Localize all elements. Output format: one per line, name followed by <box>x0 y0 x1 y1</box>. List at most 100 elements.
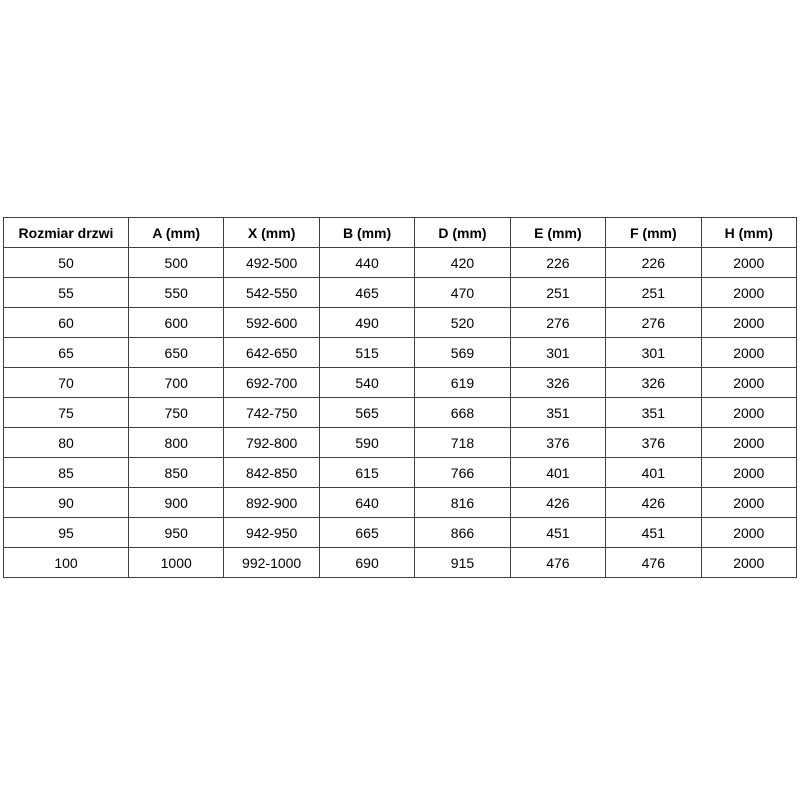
column-header: E (mm) <box>509 217 607 248</box>
table-cell: 650 <box>127 337 225 368</box>
table-cell: 2000 <box>700 517 798 548</box>
table-cell: 490 <box>318 307 416 338</box>
table-cell: 276 <box>509 307 607 338</box>
table-cell: 866 <box>414 517 511 548</box>
table-cell: 850 <box>127 457 225 488</box>
table-cell: 95 <box>3 517 129 548</box>
table-cell: 2000 <box>700 487 798 518</box>
table-cell: 351 <box>605 397 702 428</box>
column-header: H (mm) <box>700 217 798 248</box>
table-row: 60 600 592-600 490 520 276 276 2000 <box>3 307 798 338</box>
table-cell: 842-850 <box>223 457 320 488</box>
table-cell: 892-900 <box>223 487 320 518</box>
table-cell: 85 <box>3 457 129 488</box>
table-cell: 251 <box>605 277 702 308</box>
table-cell: 426 <box>605 487 702 518</box>
table-cell: 590 <box>318 427 416 458</box>
table-cell: 50 <box>3 247 129 278</box>
table-cell: 470 <box>414 277 511 308</box>
table-cell: 420 <box>414 247 511 278</box>
table-cell: 440 <box>318 247 416 278</box>
table-cell: 465 <box>318 277 416 308</box>
table-cell: 520 <box>414 307 511 338</box>
table-cell: 515 <box>318 337 416 368</box>
table-row: 85 850 842-850 615 766 401 401 2000 <box>3 457 798 488</box>
table-cell: 376 <box>605 427 702 458</box>
table-cell: 100 <box>3 547 129 578</box>
table-cell: 351 <box>509 397 607 428</box>
table-cell: 476 <box>605 547 702 578</box>
table-cell: 500 <box>127 247 225 278</box>
table-row: 50 500 492-500 440 420 226 226 2000 <box>3 247 798 278</box>
table-row: 100 1000 992-1000 690 915 476 476 2000 <box>3 547 798 578</box>
table-cell: 276 <box>605 307 702 338</box>
table-cell: 2000 <box>700 247 798 278</box>
table-cell: 766 <box>414 457 511 488</box>
table-cell: 692-700 <box>223 367 320 398</box>
table-cell: 426 <box>509 487 607 518</box>
table-cell: 800 <box>127 427 225 458</box>
table-cell: 700 <box>127 367 225 398</box>
table-cell: 2000 <box>700 427 798 458</box>
table-cell: 542-550 <box>223 277 320 308</box>
table-body: 50 500 492-500 440 420 226 226 2000 55 550 542-550… <box>3 247 798 578</box>
table-cell: 476 <box>509 547 607 578</box>
table-cell: 2000 <box>700 547 798 578</box>
table-cell: 615 <box>318 457 416 488</box>
table-cell: 251 <box>509 277 607 308</box>
table-cell: 540 <box>318 367 416 398</box>
table-cell: 742-750 <box>223 397 320 428</box>
table-cell: 55 <box>3 277 129 308</box>
table-cell: 2000 <box>700 367 798 398</box>
table-cell: 2000 <box>700 277 798 308</box>
table-row: 70 700 692-700 540 619 326 326 2000 <box>3 367 798 398</box>
table-cell: 226 <box>605 247 702 278</box>
table-cell: 900 <box>127 487 225 518</box>
table-cell: 70 <box>3 367 129 398</box>
table-cell: 326 <box>605 367 702 398</box>
table-cell: 401 <box>605 457 702 488</box>
table-cell: 326 <box>509 367 607 398</box>
table-cell: 401 <box>509 457 607 488</box>
table-cell: 816 <box>414 487 511 518</box>
table-cell: 550 <box>127 277 225 308</box>
table-cell: 492-500 <box>223 247 320 278</box>
table-row: 80 800 792-800 590 718 376 376 2000 <box>3 427 798 458</box>
table-cell: 451 <box>605 517 702 548</box>
table-cell: 226 <box>509 247 607 278</box>
table-cell: 451 <box>509 517 607 548</box>
table-cell: 750 <box>127 397 225 428</box>
table-header: Rozmiar drzwi A (mm) X (mm) B (mm) D (mm) E (… <box>3 217 798 248</box>
table-cell: 569 <box>414 337 511 368</box>
table-row: 75 750 742-750 565 668 351 351 2000 <box>3 397 798 428</box>
table-cell: 2000 <box>700 337 798 368</box>
table-cell: 90 <box>3 487 129 518</box>
header-row: Rozmiar drzwi A (mm) X (mm) B (mm) D (mm) E (… <box>3 217 798 248</box>
table-cell: 75 <box>3 397 129 428</box>
table-cell: 690 <box>318 547 416 578</box>
table-cell: 2000 <box>700 457 798 488</box>
table-row: 65 650 642-650 515 569 301 301 2000 <box>3 337 798 368</box>
table-row: 95 950 942-950 665 866 451 451 2000 <box>3 517 798 548</box>
table-cell: 718 <box>414 427 511 458</box>
table-cell: 642-650 <box>223 337 320 368</box>
table-cell: 2000 <box>700 307 798 338</box>
table-cell: 376 <box>509 427 607 458</box>
table-cell: 942-950 <box>223 517 320 548</box>
table-row: 55 550 542-550 465 470 251 251 2000 <box>3 277 798 308</box>
door-size-dimensions-table: Rozmiar drzwi A (mm) X (mm) B (mm) D (mm) E (… <box>3 217 798 578</box>
table-cell: 565 <box>318 397 416 428</box>
table-cell: 65 <box>3 337 129 368</box>
table-cell: 80 <box>3 427 129 458</box>
column-header: D (mm) <box>414 217 511 248</box>
table-cell: 992-1000 <box>223 547 320 578</box>
table-cell: 665 <box>318 517 416 548</box>
table-cell: 592-600 <box>223 307 320 338</box>
table-cell: 600 <box>127 307 225 338</box>
table-cell: 619 <box>414 367 511 398</box>
table-cell: 301 <box>509 337 607 368</box>
table-cell: 1000 <box>127 547 225 578</box>
column-header: Rozmiar drzwi <box>3 217 129 248</box>
column-header: A (mm) <box>127 217 225 248</box>
